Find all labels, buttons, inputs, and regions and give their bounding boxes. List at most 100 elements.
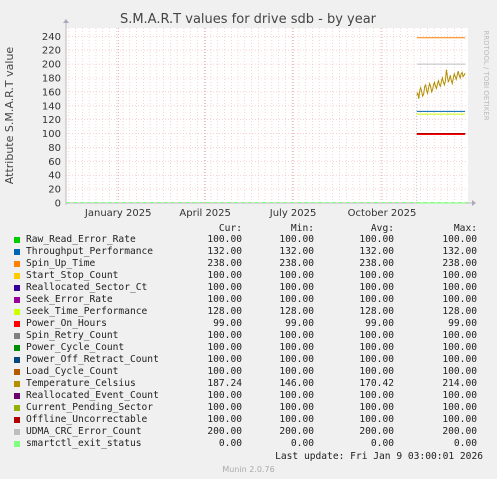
legend-value-min: 200.00 — [279, 426, 314, 437]
legend-value-min: 100.00 — [279, 282, 314, 293]
legend-value-min: 100.00 — [279, 390, 314, 401]
legend-value-avg: 128.00 — [359, 306, 394, 317]
legend-swatch — [14, 273, 20, 279]
legend-row-Seek_Error_Rate: Seek_Error_Rate 100.00 100.00 100.00 100.00 — [0, 294, 497, 306]
legend-label: Seek_Error_Rate — [26, 294, 113, 305]
legend-label: Power_Off_Retract_Count — [26, 354, 159, 365]
legend-value-avg: 200.00 — [359, 426, 394, 437]
legend-value-max: 100.00 — [442, 270, 477, 281]
plot-area — [66, 28, 468, 203]
legend-value-avg: 100.00 — [359, 282, 394, 293]
legend-value-min: 100.00 — [279, 414, 314, 425]
legend-row-Offline_Uncorrectable: Offline_Uncorrectable 100.00 100.00 100.00 1… — [0, 414, 497, 426]
header-max: Max: — [453, 223, 477, 234]
legend-row-Power_On_Hours: Power_On_Hours 99.00 99.00 99.00 99.00 — [0, 318, 497, 330]
legend-row-Power_Off_Retract_Count: Power_Off_Retract_Count 100.00 100.00 100.0… — [0, 354, 497, 366]
y-tick-label: 240 — [42, 32, 61, 43]
legend-swatch — [14, 297, 20, 303]
y-tick-label: 20 — [48, 185, 61, 196]
x-axis-arrow — [472, 200, 476, 206]
legend-value-cur: 100.00 — [207, 366, 242, 377]
legend-label: Current_Pending_Sector — [26, 402, 154, 413]
y-tick-label: 140 — [42, 101, 61, 112]
legend-row-UDMA_CRC_Error_Count: UDMA_CRC_Error_Count 200.00 200.00 200.00 20… — [0, 426, 497, 438]
legend-value-avg: 100.00 — [359, 234, 394, 245]
legend-swatch — [14, 237, 20, 243]
rrdtool-credit: RRDTOOL / TOBI OETIKER — [482, 30, 490, 120]
legend-label: Reallocated_Event_Count — [26, 390, 159, 401]
grid-lines — [66, 28, 468, 204]
legend-row-Load_Cycle_Count: Load_Cycle_Count 100.00 100.00 100.00 100.00 — [0, 366, 497, 378]
legend-value-cur: 100.00 — [207, 390, 242, 401]
legend-value-min: 100.00 — [279, 366, 314, 377]
legend-row-Throughput_Performance: Throughput_Performance 132.00 132.00 132.00… — [0, 246, 497, 258]
legend-swatch — [14, 345, 20, 351]
legend-value-avg: 100.00 — [359, 270, 394, 281]
legend-swatch — [14, 381, 20, 387]
legend-row-Raw_Read_Error_Rate: Raw_Read_Error_Rate 100.00 100.00 100.00 100… — [0, 234, 497, 246]
x-tick-label: January 2025 — [84, 208, 152, 219]
legend-swatch — [14, 261, 20, 267]
legend-label: Seek_Time_Performance — [26, 306, 148, 317]
y-tick-label: 0 — [55, 199, 61, 210]
legend-value-cur: 128.00 — [207, 306, 242, 317]
munin-version: Munin 2.0.76 — [222, 465, 275, 474]
legend-label: Power_Cycle_Count — [26, 342, 125, 353]
legend-value-cur: 100.00 — [207, 330, 242, 341]
legend-value-max: 0.00 — [453, 438, 477, 449]
legend-label: Throughput_Performance — [26, 246, 154, 257]
legend-row-Current_Pending_Sector: Current_Pending_Sector 100.00 100.00 100.00… — [0, 402, 497, 414]
legend-value-max: 100.00 — [442, 294, 477, 305]
legend-value-avg: 100.00 — [359, 342, 394, 353]
legend-value-max: 100.00 — [442, 354, 477, 365]
legend-value-avg: 170.42 — [359, 378, 394, 389]
legend-label: Spin_Up_Time — [26, 258, 96, 269]
legend-value-min: 128.00 — [279, 306, 314, 317]
legend-value-min: 132.00 — [279, 246, 314, 257]
header-avg: Avg: — [370, 223, 394, 234]
legend-value-min: 100.00 — [279, 234, 314, 245]
legend-value-cur: 99.00 — [213, 318, 242, 329]
legend-label: Spin_Retry_Count — [26, 330, 119, 341]
legend-value-min: 100.00 — [279, 354, 314, 365]
legend-swatch — [14, 393, 20, 399]
legend-value-max: 128.00 — [442, 306, 477, 317]
legend-value-max: 214.00 — [442, 378, 477, 389]
legend-value-min: 100.00 — [279, 294, 314, 305]
legend-value-avg: 100.00 — [359, 294, 394, 305]
legend-label: smartctl_exit_status — [26, 438, 142, 449]
legend-label: Reallocated_Sector_Ct — [26, 282, 148, 293]
legend-value-avg: 100.00 — [359, 330, 394, 341]
legend-value-max: 99.00 — [448, 318, 477, 329]
legend-label: Raw_Read_Error_Rate — [26, 234, 136, 245]
legend-label: Power_On_Hours — [26, 318, 107, 329]
legend-value-cur: 100.00 — [207, 234, 242, 245]
legend-value-max: 200.00 — [442, 426, 477, 437]
legend-swatch — [14, 333, 20, 339]
y-tick-label: 80 — [48, 143, 61, 154]
legend-row-Reallocated_Event_Count: Reallocated_Event_Count 100.00 100.00 100.0… — [0, 390, 497, 402]
legend-value-cur: 200.00 — [207, 426, 242, 437]
legend-value-max: 100.00 — [442, 234, 477, 245]
legend-value-cur: 238.00 — [207, 258, 242, 269]
series-line-Temperature_Celsius — [416, 69, 466, 99]
legend-value-max: 100.00 — [442, 390, 477, 401]
legend-value-avg: 0.00 — [370, 438, 394, 449]
y-tick-label: 220 — [42, 46, 61, 57]
y-axis-arrow — [63, 19, 69, 23]
legend-row-Seek_Time_Performance: Seek_Time_Performance 128.00 128.00 128.00 1… — [0, 306, 497, 318]
legend-value-avg: 99.00 — [365, 318, 394, 329]
legend-value-cur: 187.24 — [207, 378, 242, 389]
chart-plot: 0 20 40 60 80 100 120 140 160 180 200 220 240 January… — [3, 12, 490, 219]
legend-value-avg: 100.00 — [359, 354, 394, 365]
legend-swatch — [14, 369, 20, 375]
legend-value-cur: 100.00 — [207, 282, 242, 293]
legend-label: Load_Cycle_Count — [26, 366, 119, 377]
legend-value-max: 238.00 — [442, 258, 477, 269]
legend-value-cur: 132.00 — [207, 246, 242, 257]
legend-value-max: 100.00 — [442, 342, 477, 353]
legend-label: Start_Stop_Count — [26, 270, 119, 281]
legend-label: UDMA_CRC_Error_Count — [26, 426, 142, 437]
legend-value-avg: 100.00 — [359, 390, 394, 401]
legend-value-min: 100.00 — [279, 342, 314, 353]
